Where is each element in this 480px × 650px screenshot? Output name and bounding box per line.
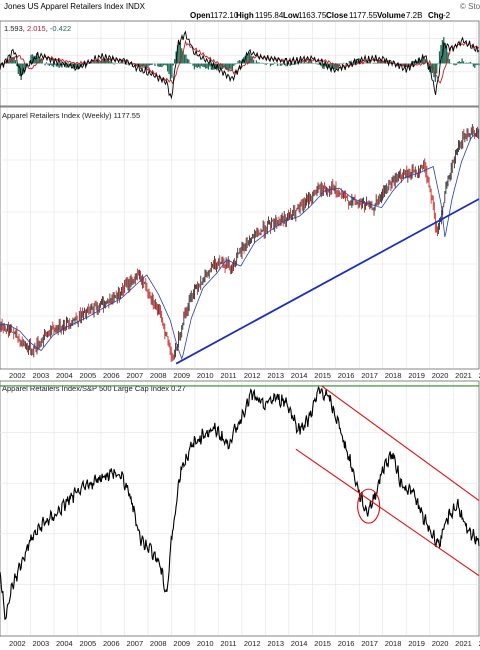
- signal-value: 2.015: [27, 24, 46, 33]
- x-tick-label: 2015: [314, 371, 331, 380]
- x-tick-label: 2016: [338, 639, 355, 648]
- x-tick-label: 2020: [432, 371, 449, 380]
- x-tick-label: 2010: [197, 639, 214, 648]
- svg-text:High: High: [236, 11, 254, 20]
- svg-text:Low: Low: [283, 11, 300, 20]
- x-tick-label: 2017: [361, 639, 378, 648]
- macd-panel: 1.593, 2.015, -0.422: [0, 20, 480, 107]
- channel-lower-line: [295, 448, 480, 577]
- x-tick-label: 2013: [267, 639, 284, 648]
- svg-text:-2: -2: [443, 11, 451, 20]
- x-tick-label: 2008: [150, 371, 167, 380]
- x-tick-label: 2012: [244, 371, 261, 380]
- chart-title: Jones US Apparel Retailers Index INDX: [4, 2, 146, 11]
- svg-text:1195.84: 1195.84: [255, 11, 284, 20]
- ratio-x-axis: 2002 2003 2004 2005 2006 2007 2008 2009 2010 2011…: [9, 639, 480, 648]
- macd-value: 1.593: [4, 24, 23, 33]
- x-tick-label: 2006: [103, 371, 120, 380]
- channel-upper-line: [321, 385, 480, 502]
- svg-text:Chg: Chg: [428, 11, 444, 20]
- x-tick-label: 20: [479, 371, 480, 380]
- x-tick-label: 2003: [33, 639, 50, 648]
- x-tick-label: 2002: [9, 371, 26, 380]
- x-tick-label: 2005: [79, 639, 96, 648]
- x-tick-label: 2006: [103, 639, 120, 648]
- x-tick-label: 2011: [220, 371, 236, 380]
- x-tick-label: 2005: [79, 371, 96, 380]
- ratio-line: [0, 386, 480, 620]
- svg-text:1172.10: 1172.10: [210, 11, 239, 20]
- ratio-panel-label: Apparel Retailers Index/S&P 500 Large Ca…: [2, 384, 186, 393]
- price-panel-label: Apparel Retailers Index (Weekly) 1177.55: [2, 111, 140, 120]
- svg-text:Close: Close: [326, 11, 348, 20]
- x-tick-label: 2019: [408, 639, 425, 648]
- x-tick-label: 20: [479, 639, 480, 648]
- price-panel: Apparel Retailers Index (Weekly) 1177.55: [0, 106, 480, 370]
- x-tick-label: 2007: [126, 371, 143, 380]
- x-tick-label: 2018: [385, 371, 402, 380]
- x-tick-label: 2018: [385, 639, 402, 648]
- moving-average-line: [0, 130, 479, 360]
- x-tick-label: 2015: [314, 639, 331, 648]
- x-tick-label: 2021: [455, 371, 472, 380]
- x-tick-label: 2004: [56, 371, 73, 380]
- x-tick-label: 2020: [432, 639, 449, 648]
- svg-text:Open: Open: [190, 11, 211, 20]
- ohlc-readout: Open 1172.10 High 1195.84 Low 1163.75 Cl…: [190, 11, 451, 20]
- ratio-panel: Apparel Retailers Index/S&P 500 Large Ca…: [0, 380, 480, 637]
- price-x-axis: 2002 2003 2004 2005 2006 2007 2008 2009 2010 2011…: [9, 371, 480, 380]
- x-tick-label: 2002: [9, 639, 26, 648]
- highlight-circle: [357, 488, 381, 524]
- x-tick-label: 2007: [126, 639, 143, 648]
- x-tick-label: 2009: [173, 639, 190, 648]
- x-tick-label: 2003: [33, 371, 50, 380]
- svg-text:7.2B: 7.2B: [406, 11, 422, 20]
- x-tick-label: 2014: [291, 371, 308, 380]
- svg-text:1177.55: 1177.55: [349, 11, 378, 20]
- macd-signal-line: [0, 39, 480, 85]
- watermark: © Sto: [460, 2, 480, 11]
- svg-text:1.593, 2.015, -0.4: 1.593, 2.015, -0.422: [4, 24, 71, 33]
- hist-value: -0.422: [50, 24, 71, 33]
- price-trendline: [175, 198, 480, 365]
- x-tick-label: 2019: [408, 371, 425, 380]
- x-tick-label: 2013: [267, 371, 284, 380]
- svg-text:Volume: Volume: [377, 11, 406, 20]
- macd-line: [0, 30, 480, 100]
- x-tick-label: 2010: [197, 371, 214, 380]
- x-tick-label: 2011: [220, 639, 236, 648]
- svg-text:1163.75: 1163.75: [298, 11, 327, 20]
- x-tick-label: 2017: [361, 371, 378, 380]
- x-tick-label: 2004: [56, 639, 73, 648]
- x-tick-label: 2016: [338, 371, 355, 380]
- x-tick-label: 2021: [455, 639, 472, 648]
- x-tick-label: 2009: [173, 371, 190, 380]
- x-tick-label: 2012: [244, 639, 261, 648]
- x-tick-label: 2008: [150, 639, 167, 648]
- x-tick-label: 2014: [291, 639, 308, 648]
